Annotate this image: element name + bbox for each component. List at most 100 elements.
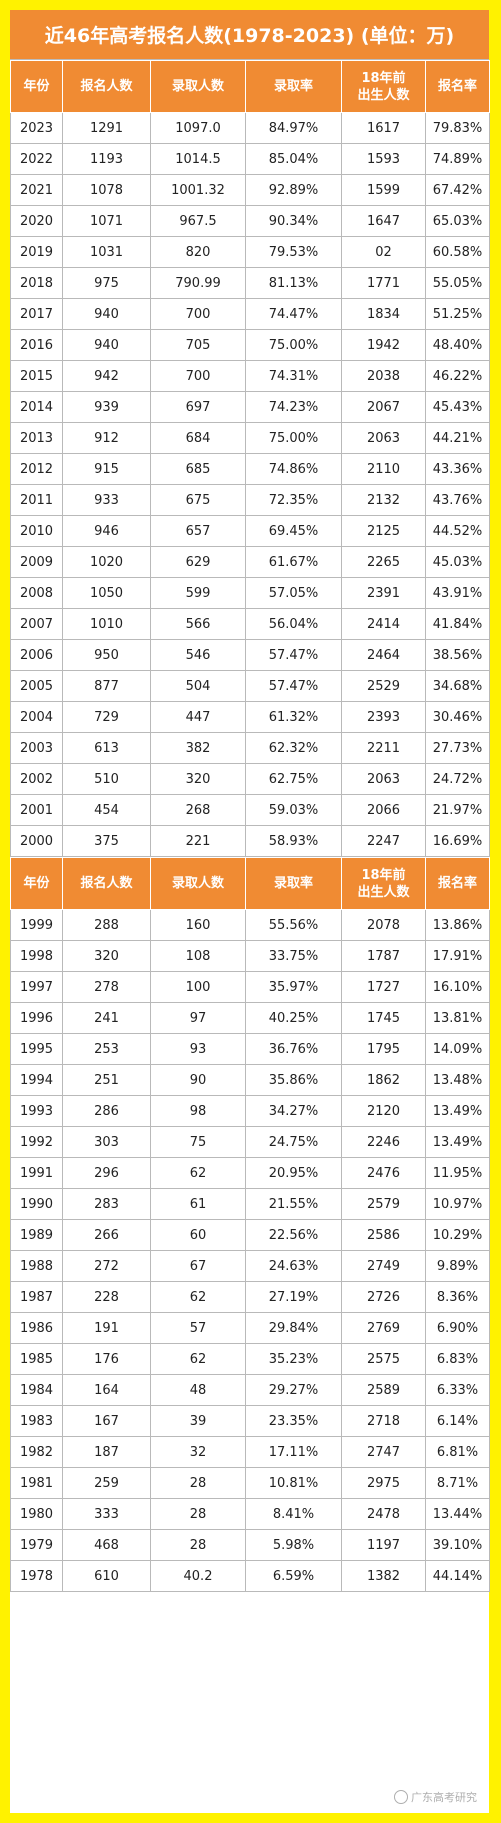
cell-births: 2063 bbox=[341, 422, 426, 454]
cell-applicants: 333 bbox=[62, 1498, 151, 1530]
cell-application-rate: 27.73% bbox=[425, 732, 490, 764]
cell-admission-rate: 79.53% bbox=[245, 236, 342, 268]
watermark: 广东高考研究 bbox=[394, 1789, 477, 1805]
cell-admission-rate: 61.67% bbox=[245, 546, 342, 578]
cell-births: 2726 bbox=[341, 1281, 426, 1313]
cell-admitted: 98 bbox=[150, 1095, 246, 1127]
cell-births: 2078 bbox=[341, 909, 426, 941]
cell-applicants: 167 bbox=[62, 1405, 151, 1437]
table-row: 1989 266 60 22.56% 2586 10.29% bbox=[10, 1219, 490, 1251]
cell-year: 2002 bbox=[10, 763, 63, 795]
cell-application-rate: 13.49% bbox=[425, 1126, 490, 1158]
cell-application-rate: 30.46% bbox=[425, 701, 490, 733]
cell-application-rate: 46.22% bbox=[425, 360, 490, 392]
cell-year: 2018 bbox=[10, 267, 63, 299]
table-row: 2010 946 657 69.45% 2125 44.52% bbox=[10, 515, 490, 547]
cell-admission-rate: 29.84% bbox=[245, 1312, 342, 1344]
table-frame: 近46年高考报名人数(1978-2023) (单位：万) 年份 报名人数 录取人… bbox=[10, 10, 490, 1813]
cell-births: 2391 bbox=[341, 577, 426, 609]
header-births: 18年前 出生人数 bbox=[341, 60, 426, 113]
cell-year: 2010 bbox=[10, 515, 63, 547]
cell-year: 2006 bbox=[10, 639, 63, 671]
cell-admitted: 62 bbox=[150, 1343, 246, 1375]
cell-admitted: 48 bbox=[150, 1374, 246, 1406]
cell-births: 2747 bbox=[341, 1436, 426, 1468]
cell-application-rate: 10.29% bbox=[425, 1219, 490, 1251]
cell-admitted: 447 bbox=[150, 701, 246, 733]
cell-admission-rate: 62.32% bbox=[245, 732, 342, 764]
cell-applicants: 375 bbox=[62, 825, 151, 857]
cell-births: 1647 bbox=[341, 205, 426, 237]
cell-admitted: 160 bbox=[150, 909, 246, 941]
cell-births: 2478 bbox=[341, 1498, 426, 1530]
cell-application-rate: 13.48% bbox=[425, 1064, 490, 1096]
cell-admission-rate: 90.34% bbox=[245, 205, 342, 237]
cell-year: 2005 bbox=[10, 670, 63, 702]
cell-year: 1995 bbox=[10, 1033, 63, 1065]
cell-application-rate: 51.25% bbox=[425, 298, 490, 330]
table-row: 1985 176 62 35.23% 2575 6.83% bbox=[10, 1343, 490, 1375]
cell-births: 1197 bbox=[341, 1529, 426, 1561]
cell-year: 1990 bbox=[10, 1188, 63, 1220]
cell-admission-rate: 20.95% bbox=[245, 1157, 342, 1189]
header-year: 年份 bbox=[10, 60, 63, 113]
cell-applicants: 303 bbox=[62, 1126, 151, 1158]
cell-year: 2011 bbox=[10, 484, 63, 516]
cell-applicants: 915 bbox=[62, 453, 151, 485]
header-births-line2: 出生人数 bbox=[357, 87, 410, 103]
cell-admission-rate: 74.86% bbox=[245, 453, 342, 485]
cell-births: 1727 bbox=[341, 971, 426, 1003]
cell-application-rate: 10.97% bbox=[425, 1188, 490, 1220]
cell-application-rate: 39.10% bbox=[425, 1529, 490, 1561]
cell-births: 1795 bbox=[341, 1033, 426, 1065]
cell-admission-rate: 23.35% bbox=[245, 1405, 342, 1437]
cell-admission-rate: 57.47% bbox=[245, 670, 342, 702]
cell-births: 2125 bbox=[341, 515, 426, 547]
cell-application-rate: 34.68% bbox=[425, 670, 490, 702]
cell-applicants: 1078 bbox=[62, 174, 151, 206]
cell-applicants: 1193 bbox=[62, 143, 151, 175]
cell-applicants: 1020 bbox=[62, 546, 151, 578]
table-row: 1986 191 57 29.84% 2769 6.90% bbox=[10, 1312, 490, 1344]
cell-admission-rate: 92.89% bbox=[245, 174, 342, 206]
cell-year: 2003 bbox=[10, 732, 63, 764]
cell-births: 2718 bbox=[341, 1405, 426, 1437]
cell-application-rate: 6.81% bbox=[425, 1436, 490, 1468]
table-body-bottom: 1999 288 160 55.56% 2078 13.86% 1998 320 108 33.7… bbox=[10, 909, 490, 1592]
table-row: 2007 1010 566 56.04% 2414 41.84% bbox=[10, 608, 490, 640]
cell-applicants: 942 bbox=[62, 360, 151, 392]
cell-year: 1980 bbox=[10, 1498, 63, 1530]
cell-admitted: 28 bbox=[150, 1498, 246, 1530]
cell-year: 2021 bbox=[10, 174, 63, 206]
cell-admitted: 1001.32 bbox=[150, 174, 246, 206]
cell-admission-rate: 29.27% bbox=[245, 1374, 342, 1406]
cell-applicants: 454 bbox=[62, 794, 151, 826]
cell-admitted: 40.2 bbox=[150, 1560, 246, 1592]
cell-births: 2063 bbox=[341, 763, 426, 795]
cell-births: 1771 bbox=[341, 267, 426, 299]
cell-admitted: 566 bbox=[150, 608, 246, 640]
cell-applicants: 176 bbox=[62, 1343, 151, 1375]
cell-application-rate: 45.43% bbox=[425, 391, 490, 423]
table-row: 2005 877 504 57.47% 2529 34.68% bbox=[10, 670, 490, 702]
cell-year: 2001 bbox=[10, 794, 63, 826]
cell-year: 1989 bbox=[10, 1219, 63, 1251]
header-applicants: 报名人数 bbox=[62, 857, 151, 910]
cell-admission-rate: 17.11% bbox=[245, 1436, 342, 1468]
cell-admitted: 967.5 bbox=[150, 205, 246, 237]
cell-year: 1991 bbox=[10, 1157, 63, 1189]
cell-admission-rate: 75.00% bbox=[245, 422, 342, 454]
cell-applicants: 975 bbox=[62, 267, 151, 299]
cell-births: 2476 bbox=[341, 1157, 426, 1189]
cell-application-rate: 13.86% bbox=[425, 909, 490, 941]
table-row: 2009 1020 629 61.67% 2265 45.03% bbox=[10, 546, 490, 578]
cell-admission-rate: 84.97% bbox=[245, 112, 342, 144]
table-row: 1979 468 28 5.98% 1197 39.10% bbox=[10, 1529, 490, 1561]
cell-admission-rate: 27.19% bbox=[245, 1281, 342, 1313]
cell-application-rate: 6.90% bbox=[425, 1312, 490, 1344]
cell-admission-rate: 74.47% bbox=[245, 298, 342, 330]
cell-year: 1996 bbox=[10, 1002, 63, 1034]
table-row: 1995 253 93 36.76% 1795 14.09% bbox=[10, 1033, 490, 1065]
cell-admitted: 705 bbox=[150, 329, 246, 361]
cell-year: 2009 bbox=[10, 546, 63, 578]
